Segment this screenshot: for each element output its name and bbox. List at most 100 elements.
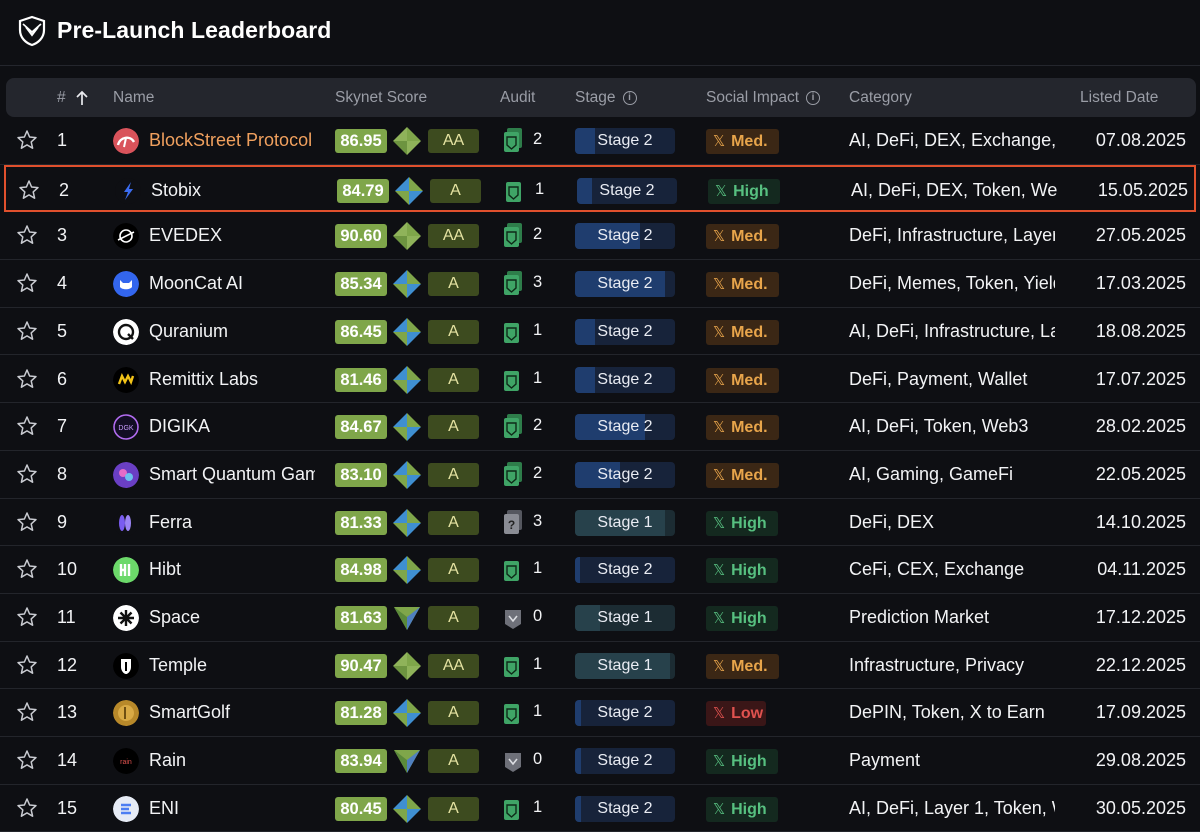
column-audit[interactable]: Audit: [500, 89, 535, 107]
project-name-link[interactable]: Smart Quantum Game: [149, 464, 315, 485]
score-grade: AA: [428, 224, 479, 249]
favorite-star-icon[interactable]: [16, 272, 38, 294]
sort-arrow-up-icon[interactable]: [75, 90, 89, 106]
audit-icon[interactable]: [502, 604, 524, 631]
audit-icon[interactable]: [502, 366, 524, 393]
project-name-link[interactable]: ENI: [149, 798, 315, 819]
column-audit-label: Audit: [500, 89, 536, 106]
stage-label: Stage 2: [597, 132, 653, 149]
project-name-link[interactable]: Remittix Labs: [149, 369, 315, 390]
audit-icon[interactable]: [502, 318, 524, 345]
favorite-star-icon[interactable]: [16, 129, 38, 151]
audit-icon[interactable]: [502, 270, 524, 297]
score-diamond-icon: [392, 555, 422, 585]
stage-badge: Stage 1: [575, 605, 675, 631]
stage-label: Stage 2: [597, 704, 653, 722]
column-score[interactable]: Skynet Score: [335, 89, 427, 107]
table-row[interactable]: 8 Smart Quantum Game 83.10 A 2 Stage 2 𝕏 Med. AI…: [0, 451, 1200, 499]
social-impact-level: High: [731, 610, 767, 627]
listed-date: 07.08.2025: [1095, 130, 1186, 150]
table-row[interactable]: 10 Hibt 84.98 A 1 Stage 2 𝕏 High CeFi, CEX, Exch…: [0, 546, 1200, 594]
project-name-link[interactable]: Stobix: [151, 180, 317, 201]
audit-icon[interactable]: [502, 222, 524, 249]
project-name-link[interactable]: Hibt: [149, 559, 315, 580]
favorite-star-icon[interactable]: [16, 511, 38, 533]
favorite-star-icon[interactable]: [16, 415, 38, 437]
project-name-link[interactable]: Rain: [149, 750, 315, 771]
favorite-star-icon[interactable]: [16, 558, 38, 580]
table-row[interactable]: 15 ENI 80.45 A 1 Stage 2 𝕏 High AI, DeFi, Layer …: [0, 785, 1200, 832]
shield-logo-icon: [18, 15, 46, 47]
info-icon[interactable]: i: [622, 91, 637, 105]
table-row[interactable]: 12 Temple 90.47 AA 1 Stage 1 𝕏 Med. Infrastructu…: [0, 642, 1200, 690]
table-row[interactable]: 5 Quranium 86.45 A 1 Stage 2 𝕏 Med. AI, DeFi, In…: [0, 308, 1200, 356]
x-logo-icon: 𝕏: [713, 276, 726, 294]
favorite-star-icon[interactable]: [16, 368, 38, 390]
favorite-star-icon[interactable]: [16, 749, 38, 771]
table-row[interactable]: 9 Ferra 81.33 A? 3 Stage 1 𝕏 High DeFi, DEX 14.10…: [0, 499, 1200, 547]
table-row[interactable]: 1 BlockStreet Protocol 🏅 86.95 AA 2 Stage 2 𝕏M…: [0, 117, 1200, 165]
listed-date: 18.08.2025: [1095, 320, 1186, 341]
project-logo: [113, 128, 139, 154]
favorite-star-icon[interactable]: [16, 654, 38, 676]
listed-date: 28.02.2025: [1095, 416, 1186, 437]
column-stage[interactable]: Stage i: [575, 89, 637, 107]
table-row[interactable]: 3 EVEDEX 90.60 AA 2 Stage 2 𝕏 Med. DeFi, Infrast…: [0, 212, 1200, 261]
audit-icon[interactable]: ?: [502, 509, 524, 536]
audit-icon[interactable]: [504, 177, 526, 204]
project-name-link[interactable]: SmartGolf: [149, 702, 315, 723]
audit-icon[interactable]: [502, 652, 524, 679]
table-row[interactable]: 4 MoonCat AI 85.34 A 3 Stage 2 𝕏 Med. DeFi, Meme…: [0, 260, 1200, 308]
x-logo-icon: 𝕏: [713, 657, 726, 675]
audit-icon[interactable]: [502, 747, 524, 774]
stage-progress-fill: [575, 700, 581, 727]
rank-number: 7: [57, 416, 68, 437]
audit-icon[interactable]: [502, 461, 524, 488]
audit-icon[interactable]: [502, 795, 524, 822]
project-name-link[interactable]: BlockStreet Protocol 🏅: [149, 130, 315, 151]
project-name-link[interactable]: Quranium: [149, 321, 315, 342]
column-name[interactable]: Name: [113, 89, 154, 107]
audit-icon[interactable]: [502, 556, 524, 583]
rank-number: 14: [57, 750, 78, 771]
column-date[interactable]: Listed Date: [1080, 89, 1158, 107]
table-row[interactable]: 14 rain Rain 83.94 A 0 Stage 2 𝕏 High Payment 29.0…: [0, 737, 1200, 785]
score-grade: A: [428, 701, 479, 726]
project-name-link[interactable]: Temple: [149, 655, 315, 676]
social-impact-level: High: [731, 514, 767, 532]
audit-icon[interactable]: [502, 699, 524, 726]
x-logo-icon: 𝕏: [713, 133, 726, 150]
favorite-star-icon[interactable]: [16, 606, 38, 628]
score-diamond-icon: [392, 460, 422, 490]
info-icon[interactable]: i: [806, 91, 821, 105]
column-category[interactable]: Category: [849, 89, 912, 107]
project-name-link[interactable]: Space: [149, 607, 315, 628]
project-logo: [113, 223, 139, 250]
audit-icon[interactable]: [502, 413, 524, 440]
stage-label: Stage 2: [597, 370, 653, 388]
project-name-link[interactable]: DIGIKA: [149, 416, 315, 437]
column-rank[interactable]: #: [57, 89, 89, 107]
project-name: Space: [149, 607, 201, 627]
audit-icon[interactable]: [502, 127, 524, 154]
table-row[interactable]: 11 Space 81.63 A 0 Stage 1 𝕏 High Prediction Mar…: [0, 594, 1200, 642]
social-impact-badge: 𝕏 High: [706, 606, 778, 631]
project-name-link[interactable]: EVEDEX: [149, 225, 315, 246]
project-logo: [113, 271, 139, 298]
favorite-star-icon[interactable]: [18, 179, 40, 201]
favorite-star-icon[interactable]: [16, 463, 38, 485]
project-name-link[interactable]: MoonCat AI: [149, 273, 315, 294]
favorite-star-icon[interactable]: [16, 701, 38, 723]
favorite-star-icon[interactable]: [16, 797, 38, 819]
project-name-link[interactable]: Ferra: [149, 512, 315, 533]
table-row[interactable]: 13 SmartGolf 81.28 A 1 Stage 2 𝕏 Low DePIN, Toke…: [0, 689, 1200, 738]
table-row[interactable]: 7 DGK DIGIKA 84.67 A 2 Stage 2 𝕏 Med. AI, DeFi, T…: [0, 403, 1200, 451]
table-row[interactable]: 6 Remittix Labs 81.46 A 1 Stage 2 𝕏 Med. DeFi, P…: [0, 356, 1200, 404]
project-logo: DGK: [113, 414, 139, 440]
table-row[interactable]: 2 Stobix 84.79 A 1 Stage 2 𝕏 High AI, DeFi, DEX,…: [4, 164, 1196, 213]
column-social[interactable]: Social Impact i: [706, 89, 821, 107]
listed-date: 17.07.2025: [1095, 368, 1186, 389]
project-name: BlockStreet Protocol: [149, 130, 313, 150]
favorite-star-icon[interactable]: [16, 320, 38, 342]
favorite-star-icon[interactable]: [16, 224, 38, 246]
